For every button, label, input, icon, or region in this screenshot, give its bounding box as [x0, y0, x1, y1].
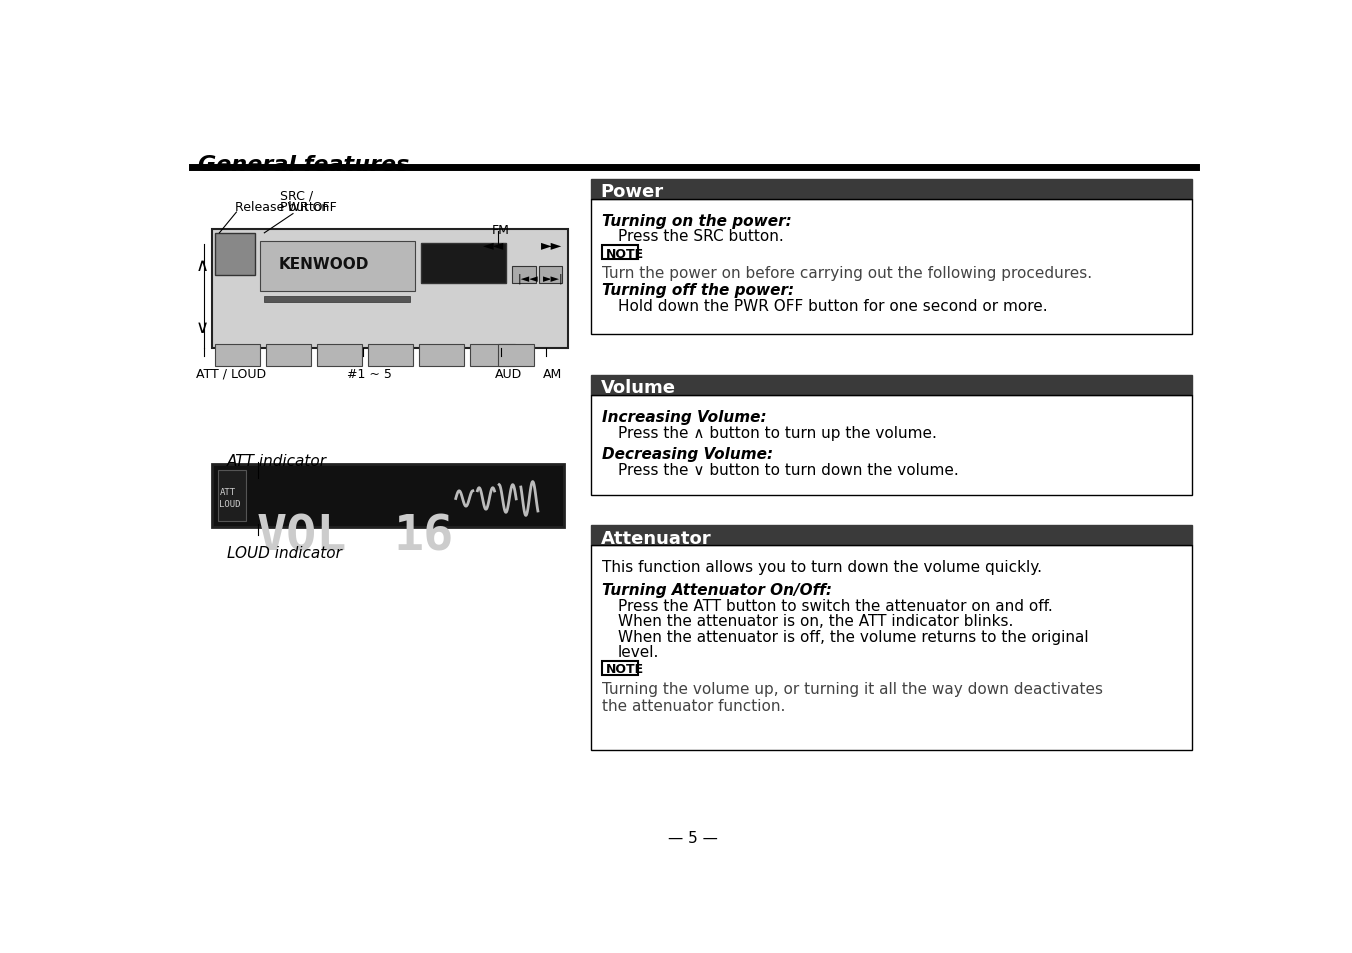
Text: AM: AM: [544, 368, 562, 380]
Bar: [368, 345, 414, 367]
Bar: [591, 375, 1192, 395]
Text: level.: level.: [618, 644, 658, 659]
Text: ◄◄: ◄◄: [483, 237, 504, 252]
Text: PWR OFF: PWR OFF: [280, 200, 337, 213]
Text: ►►: ►►: [541, 237, 562, 252]
Text: Decreasing Volume:: Decreasing Volume:: [602, 447, 773, 461]
Bar: [266, 345, 311, 367]
Text: AUD: AUD: [495, 368, 522, 380]
Text: NOTE: NOTE: [606, 248, 644, 260]
Bar: [265, 296, 410, 303]
Bar: [602, 661, 638, 675]
Text: Hold down the PWR OFF button for one second or more.: Hold down the PWR OFF button for one sec…: [618, 298, 1048, 314]
Text: When the attenuator is on, the ATT indicator blinks.: When the attenuator is on, the ATT indic…: [618, 614, 1013, 629]
Text: NOTE: NOTE: [606, 662, 644, 676]
Text: ►►|: ►►|: [544, 273, 564, 283]
Text: ATT: ATT: [220, 487, 237, 497]
Bar: [260, 241, 415, 292]
Text: Release button: Release button: [235, 200, 329, 213]
Bar: [212, 464, 564, 527]
Bar: [316, 345, 362, 367]
Bar: [591, 200, 1192, 335]
Text: SRC /: SRC /: [280, 190, 312, 203]
Bar: [218, 471, 246, 521]
Text: Volume: Volume: [600, 379, 676, 397]
Text: LOUD indicator: LOUD indicator: [227, 546, 342, 561]
Bar: [420, 244, 506, 284]
Text: ATT / LOUD: ATT / LOUD: [196, 368, 266, 380]
Bar: [499, 345, 534, 367]
Bar: [591, 180, 1192, 200]
Text: Turning on the power:: Turning on the power:: [602, 213, 792, 229]
Bar: [215, 345, 260, 367]
Bar: [591, 546, 1192, 750]
Text: #1 ~ 5: #1 ~ 5: [347, 368, 392, 380]
Text: Power: Power: [600, 183, 664, 201]
Text: Increasing Volume:: Increasing Volume:: [602, 410, 767, 425]
Bar: [470, 345, 515, 367]
Bar: [212, 230, 568, 349]
Text: Turning the volume up, or turning it all the way down deactivates
the attenuator: Turning the volume up, or turning it all…: [602, 681, 1103, 714]
Text: ∧: ∧: [196, 256, 210, 274]
Text: Press the SRC button.: Press the SRC button.: [618, 229, 783, 244]
Bar: [602, 246, 638, 260]
Bar: [419, 345, 464, 367]
Text: KENWOOD: KENWOOD: [279, 256, 369, 272]
Bar: [591, 395, 1192, 496]
Text: — 5 —: — 5 —: [668, 830, 718, 844]
Text: Turning off the power:: Turning off the power:: [602, 283, 795, 297]
Text: Press the ∧ button to turn up the volume.: Press the ∧ button to turn up the volume…: [618, 425, 937, 440]
Bar: [591, 526, 1192, 546]
Text: Turning Attenuator On/Off:: Turning Attenuator On/Off:: [602, 583, 833, 598]
Bar: [538, 267, 562, 284]
Text: Press the ATT button to switch the attenuator on and off.: Press the ATT button to switch the atten…: [618, 598, 1052, 613]
Text: General features: General features: [199, 154, 410, 174]
Text: ATT indicator: ATT indicator: [227, 454, 327, 469]
Text: |◄◄: |◄◄: [518, 273, 538, 283]
Bar: [512, 267, 535, 284]
Text: VOL: VOL: [257, 512, 347, 560]
Text: Attenuator: Attenuator: [600, 529, 711, 547]
Text: When the attenuator is off, the volume returns to the original: When the attenuator is off, the volume r…: [618, 629, 1088, 644]
Text: 16: 16: [393, 512, 454, 560]
Text: Turn the power on before carrying out the following procedures.: Turn the power on before carrying out th…: [602, 266, 1092, 281]
Text: This function allows you to turn down the volume quickly.: This function allows you to turn down th…: [602, 559, 1042, 575]
Text: Press the ∨ button to turn down the volume.: Press the ∨ button to turn down the volu…: [618, 462, 959, 477]
Bar: [215, 233, 256, 275]
Text: FM: FM: [492, 224, 510, 236]
Text: LOUD: LOUD: [219, 499, 241, 509]
Text: ∨: ∨: [196, 318, 210, 336]
